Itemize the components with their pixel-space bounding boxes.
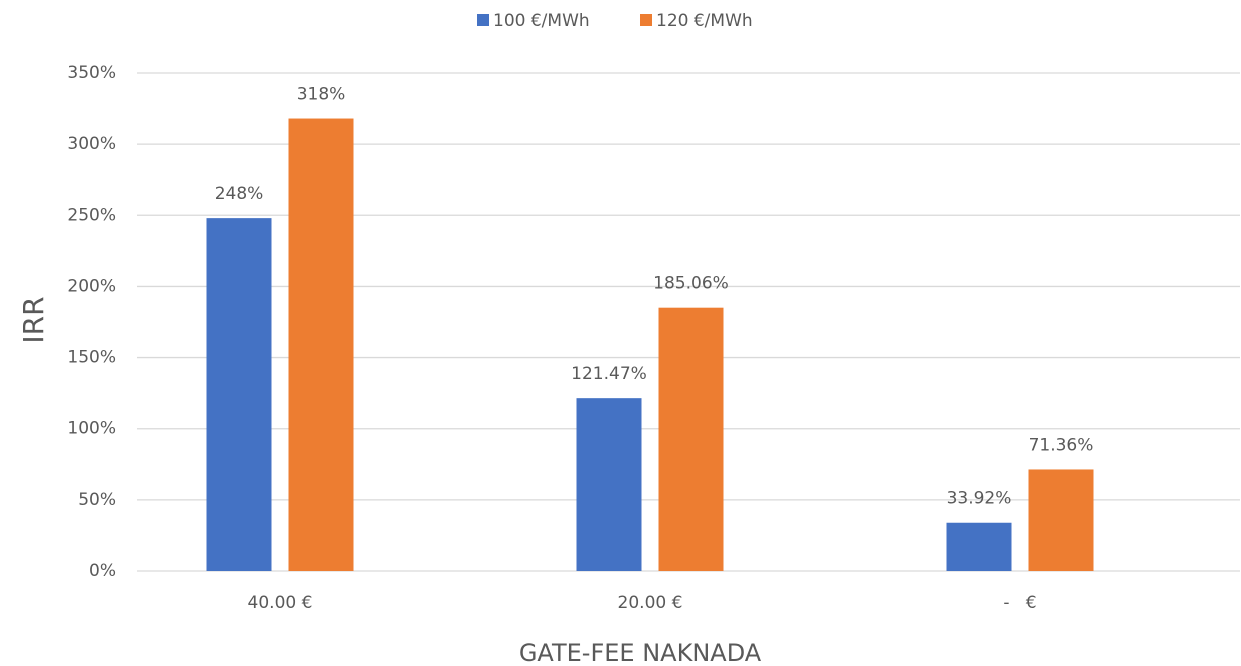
bar (1028, 469, 1094, 571)
legend-swatch (477, 14, 489, 26)
bar (946, 522, 1012, 571)
legend-label: 100 €/MWh (493, 11, 590, 31)
data-label: 121.47% (571, 364, 647, 384)
y-tick-label: 100% (67, 419, 116, 439)
data-label: 71.36% (1029, 435, 1094, 455)
y-tick-label: 50% (78, 490, 116, 510)
data-label: 318% (297, 85, 346, 105)
x-axis-title: GATE-FEE NAKNADA (519, 639, 762, 666)
data-label: 248% (215, 184, 264, 204)
legend-label: 120 €/MWh (656, 11, 753, 31)
y-tick-label: 300% (67, 134, 116, 154)
data-label: 33.92% (947, 489, 1012, 509)
x-tick-label: 20.00 € (618, 593, 683, 613)
y-tick-label: 200% (67, 276, 116, 296)
bar (658, 307, 724, 571)
x-tick-label: - € (1003, 593, 1036, 613)
y-tick-label: 150% (67, 348, 116, 368)
y-tick-label: 250% (67, 205, 116, 225)
y-axis-title: IRR (17, 296, 50, 343)
bar (288, 118, 354, 571)
bar (576, 398, 642, 571)
x-tick-label: 40.00 € (248, 593, 313, 613)
bar (206, 218, 272, 572)
legend-swatch (640, 14, 652, 26)
y-tick-label: 0% (89, 561, 116, 581)
y-tick-label: 350% (67, 63, 116, 83)
data-label: 185.06% (653, 274, 729, 294)
